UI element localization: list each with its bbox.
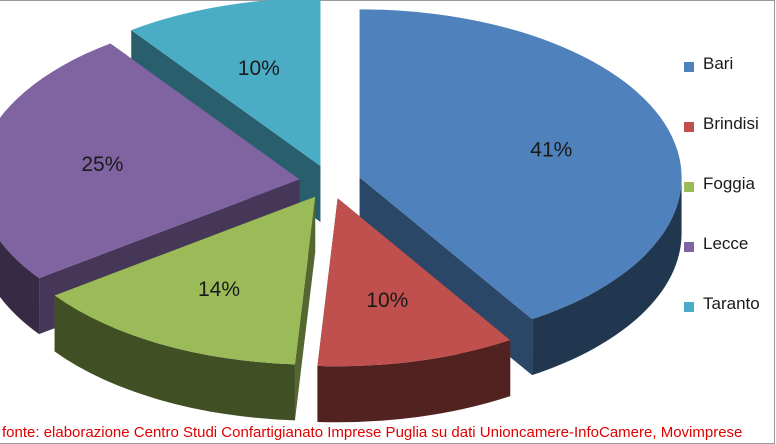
legend-label-lecce: Lecce [703, 234, 749, 253]
legend-label-bari: Bari [703, 54, 734, 73]
legend-swatch-bari [684, 62, 694, 72]
data-label-brindisi: 10% [366, 289, 408, 312]
slice-top-lecce [0, 43, 300, 279]
slice-top-brindisi [317, 198, 511, 367]
slice-side-lecce-0 [0, 240, 40, 335]
legend: Bari Brindisi Foggia Lecce Taranto [684, 54, 760, 354]
slice-brindisi: 10% [317, 198, 511, 423]
legend-swatch-brindisi [684, 122, 694, 132]
slice-foggia: 14% [54, 196, 316, 421]
source-note: fonte: elaborazione Centro Studi Confart… [2, 424, 743, 441]
legend-swatch-lecce [684, 242, 694, 252]
legend-label-taranto: Taranto [703, 294, 760, 313]
data-label-taranto: 10% [238, 57, 280, 80]
legend-swatch-foggia [684, 182, 694, 192]
legend-label-foggia: Foggia [703, 174, 755, 193]
data-label-lecce: 25% [81, 153, 123, 176]
slice-top-taranto [131, 0, 321, 167]
legend-item-bari: Bari [684, 54, 760, 114]
legend-swatch-taranto [684, 302, 694, 312]
slice-top-bari [359, 9, 682, 320]
legend-label-brindisi: Brindisi [703, 114, 759, 133]
legend-item-lecce: Lecce [684, 234, 760, 294]
data-label-bari: 41% [530, 138, 572, 161]
data-label-foggia: 14% [198, 278, 240, 301]
slice-side-brindisi-0 [317, 340, 511, 423]
legend-item-brindisi: Brindisi [684, 114, 760, 174]
legend-item-foggia: Foggia [684, 174, 760, 234]
legend-item-taranto: Taranto [684, 294, 760, 354]
slice-side-bari-0 [532, 177, 682, 376]
slice-side-foggia-0 [54, 295, 295, 421]
slice-top-foggia [54, 196, 316, 365]
